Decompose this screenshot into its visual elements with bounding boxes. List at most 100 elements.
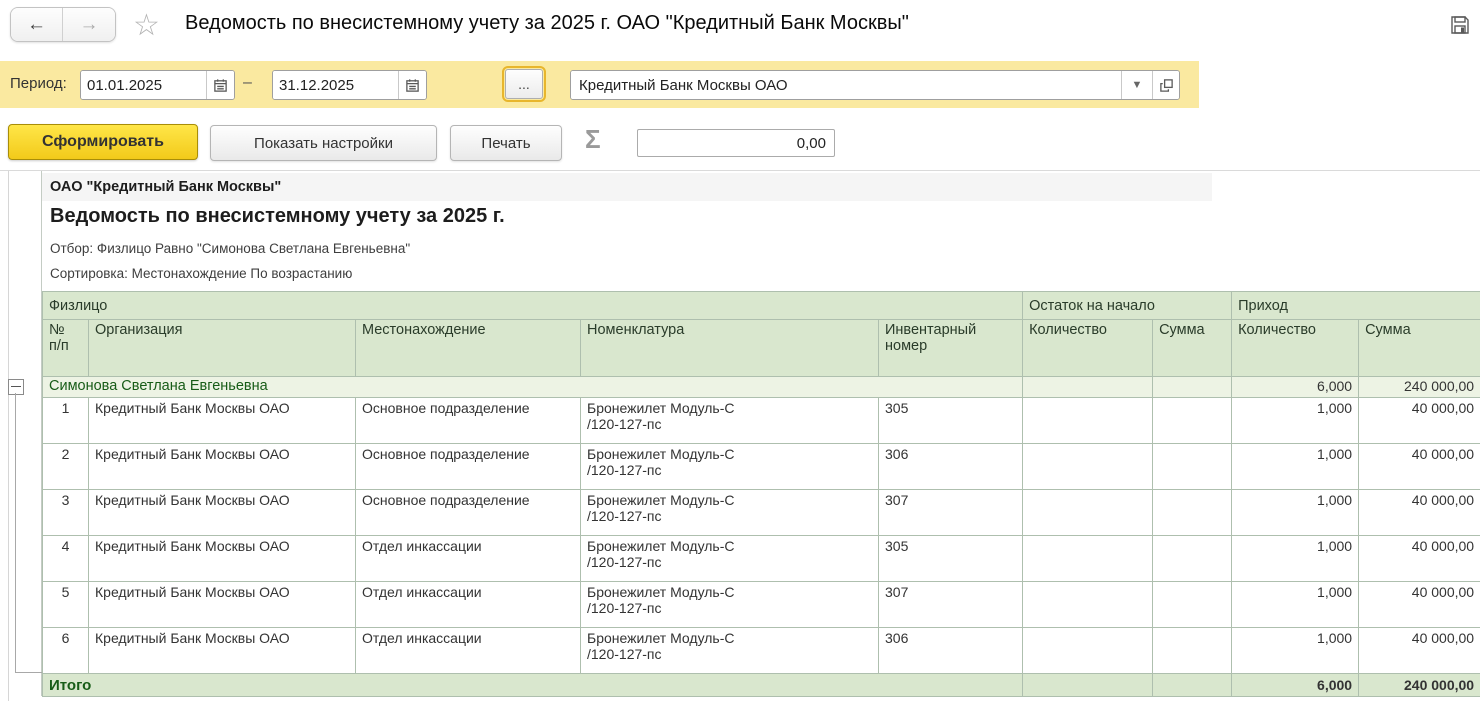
- cell-inventory: 306: [877, 627, 1024, 674]
- header-income: Приход: [1231, 291, 1480, 320]
- table-row[interactable]: 4 Кредитный Банк Москвы ОАО Отдел инкасс…: [42, 535, 1480, 582]
- report-left-border: [8, 171, 9, 701]
- calendar-icon: [214, 78, 227, 92]
- cell-location: Основное подразделение: [355, 397, 581, 444]
- table-row[interactable]: 3 Кредитный Банк Москвы ОАО Основное под…: [42, 489, 1480, 536]
- cell-nomenclature: Бронежилет Модуль-С /120-127-пс: [580, 443, 879, 490]
- period-from-input[interactable]: [81, 71, 206, 99]
- report-table: Физлицо Остаток на начало Приход № п/п О…: [41, 291, 1480, 697]
- period-ellipsis-button[interactable]: ...: [502, 66, 546, 102]
- table-column-header-row: № п/п Организация Местонахождение Номенк…: [42, 319, 1480, 377]
- cell-income-qty: 1,000: [1231, 581, 1360, 628]
- cell-num: 4: [42, 535, 89, 582]
- table-group-header-row: Физлицо Остаток на начало Приход: [41, 291, 1480, 320]
- total-label: Итого: [41, 673, 1024, 697]
- cell-location: Отдел инкассации: [355, 627, 581, 674]
- organization-input[interactable]: [571, 71, 1121, 99]
- cell-location: Основное подразделение: [355, 443, 581, 490]
- cell-location: Отдел инкассации: [355, 535, 581, 582]
- open-item-button[interactable]: [1152, 71, 1179, 99]
- cell-location: Основное подразделение: [355, 489, 581, 536]
- print-button[interactable]: Печать: [450, 125, 562, 161]
- cell-income-sum: 40 000,00: [1358, 397, 1480, 444]
- group-income-sum: 240 000,00: [1358, 376, 1480, 398]
- cell-org: Кредитный Банк Москвы ОАО: [88, 397, 356, 444]
- dropdown-arrow-button[interactable]: ▼: [1121, 71, 1152, 99]
- cell-income-sum: 40 000,00: [1358, 581, 1480, 628]
- group-row[interactable]: Симонова Светлана Евгеньевна 6,000 240 0…: [41, 376, 1480, 398]
- forward-arrow-icon: →: [79, 14, 99, 35]
- filter-panel: Период: –: [0, 61, 1199, 108]
- table-row[interactable]: 6 Кредитный Банк Москвы ОАО Отдел инкасс…: [42, 627, 1480, 674]
- cell-inventory: 305: [877, 397, 1024, 444]
- calendar-to-button[interactable]: [398, 71, 426, 99]
- cell-inventory: 307: [877, 581, 1024, 628]
- period-from-field: [80, 70, 235, 100]
- cell-income-qty: 1,000: [1231, 489, 1360, 536]
- calendar-icon: [406, 78, 419, 92]
- table-row[interactable]: 2 Кредитный Банк Москвы ОАО Основное под…: [42, 443, 1480, 490]
- total-income-sum: 240 000,00: [1358, 673, 1480, 697]
- cell-nomenclature: Бронежилет Модуль-С /120-127-пс: [580, 627, 879, 674]
- cell-income-qty: 1,000: [1231, 397, 1360, 444]
- total-income-qty: 6,000: [1231, 673, 1360, 697]
- col-header-sum-open: Сумма: [1152, 319, 1233, 377]
- save-icon[interactable]: [1448, 13, 1472, 37]
- cell-income-sum: 40 000,00: [1358, 489, 1480, 536]
- autosum-field[interactable]: [637, 129, 835, 157]
- back-button[interactable]: ←: [11, 8, 63, 41]
- report-gutter-border: [41, 171, 42, 696]
- cell-income-qty: 1,000: [1231, 443, 1360, 490]
- col-header-sum-in: Сумма: [1358, 319, 1480, 377]
- generate-button[interactable]: Сформировать: [8, 124, 198, 160]
- collapse-group-button[interactable]: [8, 379, 24, 395]
- period-label: Период:: [10, 75, 67, 92]
- group-tree-line-horizontal: [15, 672, 42, 673]
- cell-income-sum: 40 000,00: [1358, 443, 1480, 490]
- cell-num: 6: [42, 627, 89, 674]
- cell-nomenclature: Бронежилет Модуль-С /120-127-пс: [580, 489, 879, 536]
- nav-button-group: ← →: [10, 7, 116, 42]
- show-settings-button[interactable]: Показать настройки: [210, 125, 437, 161]
- cell-num: 1: [42, 397, 89, 444]
- cell-nomenclature: Бронежилет Модуль-С /120-127-пс: [580, 535, 879, 582]
- cell-org: Кредитный Банк Москвы ОАО: [88, 535, 356, 582]
- period-to-input[interactable]: [273, 71, 398, 99]
- report-filter-line: Отбор: Физлицо Равно "Симонова Светлана …: [50, 241, 411, 256]
- total-row: Итого 6,000 240 000,00: [41, 673, 1480, 697]
- header-opening-balance: Остаток на начало: [1022, 291, 1233, 320]
- group-tree-line-vertical: [15, 393, 16, 673]
- cell-nomenclature: Бронежилет Модуль-С /120-127-пс: [580, 581, 879, 628]
- cell-inventory: 306: [877, 443, 1024, 490]
- cell-income-sum: 40 000,00: [1358, 535, 1480, 582]
- col-header-nomenclature: Номенклатура: [580, 319, 879, 377]
- forward-button[interactable]: →: [63, 8, 115, 41]
- period-to-field: [272, 70, 427, 100]
- col-header-org: Организация: [88, 319, 356, 377]
- cell-num: 3: [42, 489, 89, 536]
- cell-location: Отдел инкассации: [355, 581, 581, 628]
- period-dash: –: [243, 74, 252, 91]
- cell-income-qty: 1,000: [1231, 535, 1360, 582]
- favorites-star-icon[interactable]: ☆: [133, 9, 160, 42]
- table-row[interactable]: 1 Кредитный Банк Москвы ОАО Основное под…: [42, 397, 1480, 444]
- open-link-icon: [1159, 78, 1173, 92]
- cell-org: Кредитный Банк Москвы ОАО: [88, 581, 356, 628]
- cell-nomenclature: Бронежилет Модуль-С /120-127-пс: [580, 397, 879, 444]
- calendar-from-button[interactable]: [206, 71, 234, 99]
- cell-org: Кредитный Банк Москвы ОАО: [88, 627, 356, 674]
- top-toolbar: ← → ☆ Ведомость по внесистемному учету з…: [0, 0, 1480, 56]
- back-arrow-icon: ←: [27, 14, 46, 35]
- col-header-num: № п/п: [42, 319, 89, 377]
- chevron-down-icon: ▼: [1131, 79, 1143, 91]
- cell-num: 2: [42, 443, 89, 490]
- cell-org: Кредитный Банк Москвы ОАО: [88, 443, 356, 490]
- actions-toolbar: Сформировать Показать настройки Печать Σ: [0, 118, 1480, 170]
- report-title: Ведомость по внесистемному учету за 2025…: [50, 205, 505, 227]
- cell-income-qty: 1,000: [1231, 627, 1360, 674]
- table-row[interactable]: 5 Кредитный Банк Москвы ОАО Отдел инкасс…: [42, 581, 1480, 628]
- header-person: Физлицо: [41, 291, 1024, 320]
- group-income-qty: 6,000: [1231, 376, 1360, 398]
- col-header-inventory: Инвентарный номер: [877, 319, 1024, 377]
